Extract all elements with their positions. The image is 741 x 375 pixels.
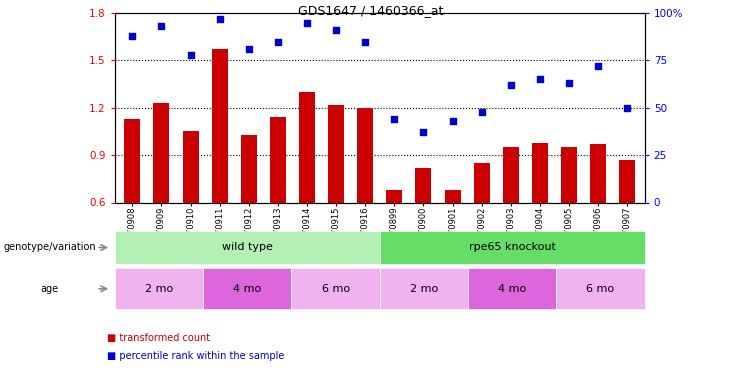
- Point: [243, 46, 255, 52]
- Point: [301, 20, 313, 26]
- Bar: [212, 50, 227, 202]
- Text: ■ transformed count: ■ transformed count: [107, 333, 210, 342]
- Point: [563, 80, 575, 86]
- Bar: [386, 190, 402, 202]
- Point: [359, 39, 371, 45]
- Text: GDS1647 / 1460366_at: GDS1647 / 1460366_at: [298, 4, 443, 17]
- Text: 2 mo: 2 mo: [145, 284, 173, 294]
- Point: [156, 23, 167, 29]
- Point: [505, 82, 516, 88]
- Bar: [416, 168, 431, 202]
- Text: 2 mo: 2 mo: [410, 284, 438, 294]
- Bar: [445, 190, 461, 202]
- Bar: [299, 92, 315, 202]
- Point: [127, 33, 139, 39]
- Point: [330, 27, 342, 33]
- Bar: [182, 132, 199, 203]
- Bar: [532, 142, 548, 202]
- Point: [592, 63, 604, 69]
- Bar: [590, 144, 606, 202]
- Text: genotype/variation: genotype/variation: [4, 243, 96, 252]
- Text: 4 mo: 4 mo: [498, 284, 526, 294]
- Text: rpe65 knockout: rpe65 knockout: [469, 243, 556, 252]
- Point: [534, 76, 546, 82]
- Bar: [502, 147, 519, 202]
- Text: wild type: wild type: [222, 243, 273, 252]
- Text: 4 mo: 4 mo: [233, 284, 262, 294]
- Text: 6 mo: 6 mo: [322, 284, 350, 294]
- Text: 6 mo: 6 mo: [586, 284, 614, 294]
- Bar: [328, 105, 344, 202]
- Bar: [561, 147, 577, 202]
- Bar: [619, 160, 635, 202]
- Point: [476, 109, 488, 115]
- Bar: [124, 119, 140, 202]
- Point: [213, 16, 225, 22]
- Text: age: age: [41, 284, 59, 294]
- Text: ■ percentile rank within the sample: ■ percentile rank within the sample: [107, 351, 285, 361]
- Point: [621, 105, 633, 111]
- Bar: [357, 108, 373, 202]
- Point: [185, 52, 196, 58]
- Bar: [153, 103, 170, 202]
- Bar: [270, 117, 286, 202]
- Point: [388, 116, 400, 122]
- Point: [447, 118, 459, 124]
- Point: [272, 39, 284, 45]
- Bar: [241, 135, 257, 202]
- Point: [417, 129, 429, 135]
- Bar: [473, 163, 490, 202]
